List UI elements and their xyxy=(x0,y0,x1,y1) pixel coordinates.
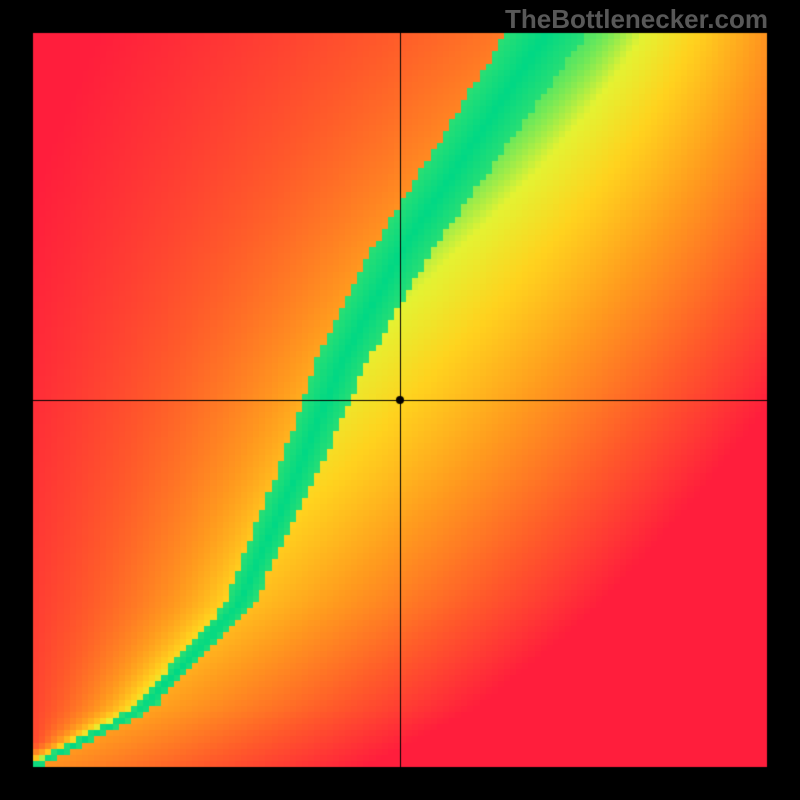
chart-container: TheBottlenecker.com xyxy=(0,0,800,800)
watermark-label: TheBottlenecker.com xyxy=(505,4,768,35)
bottleneck-heatmap-canvas xyxy=(0,0,800,800)
